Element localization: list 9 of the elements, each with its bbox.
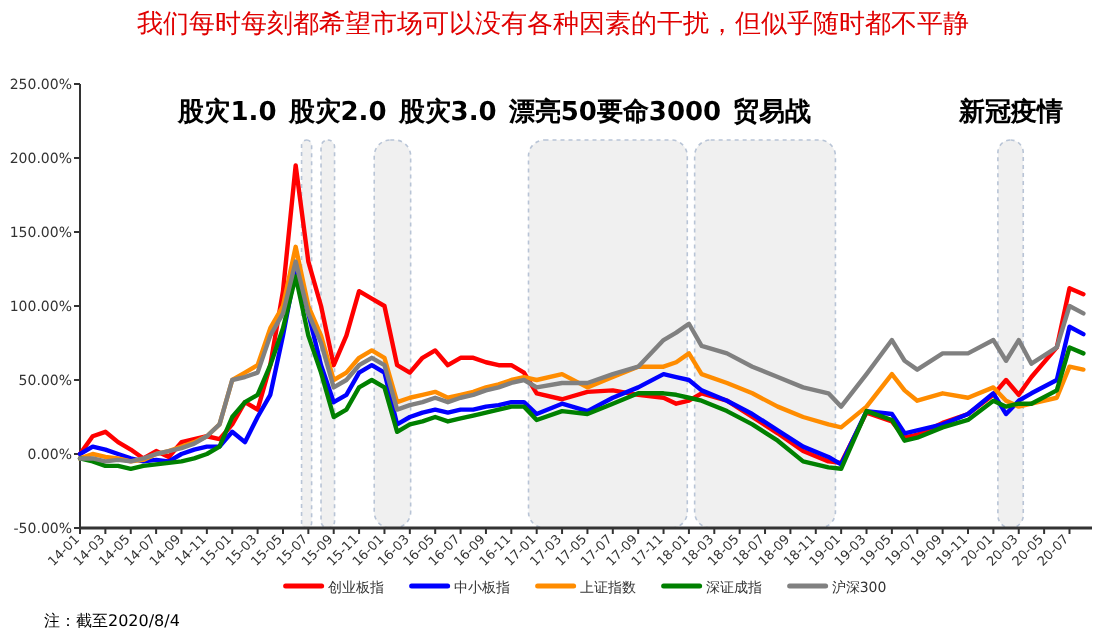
line-series (77, 163, 1086, 466)
chart-title: 我们每时每刻都希望市场可以没有各种因素的干扰，但似乎随时都不平静 (137, 10, 969, 40)
band-label: 贸易战 (733, 96, 812, 128)
band-label: 股灾1.0 (176, 96, 277, 128)
band-label: 新冠疫情 (956, 96, 1063, 128)
band-label: 股灾3.0 (396, 96, 497, 128)
text: 注：截至2020/8/4 (44, 612, 180, 630)
band-label: 股灾2.0 (286, 96, 387, 128)
band-label: 漂亮50要命3000 (506, 96, 722, 128)
